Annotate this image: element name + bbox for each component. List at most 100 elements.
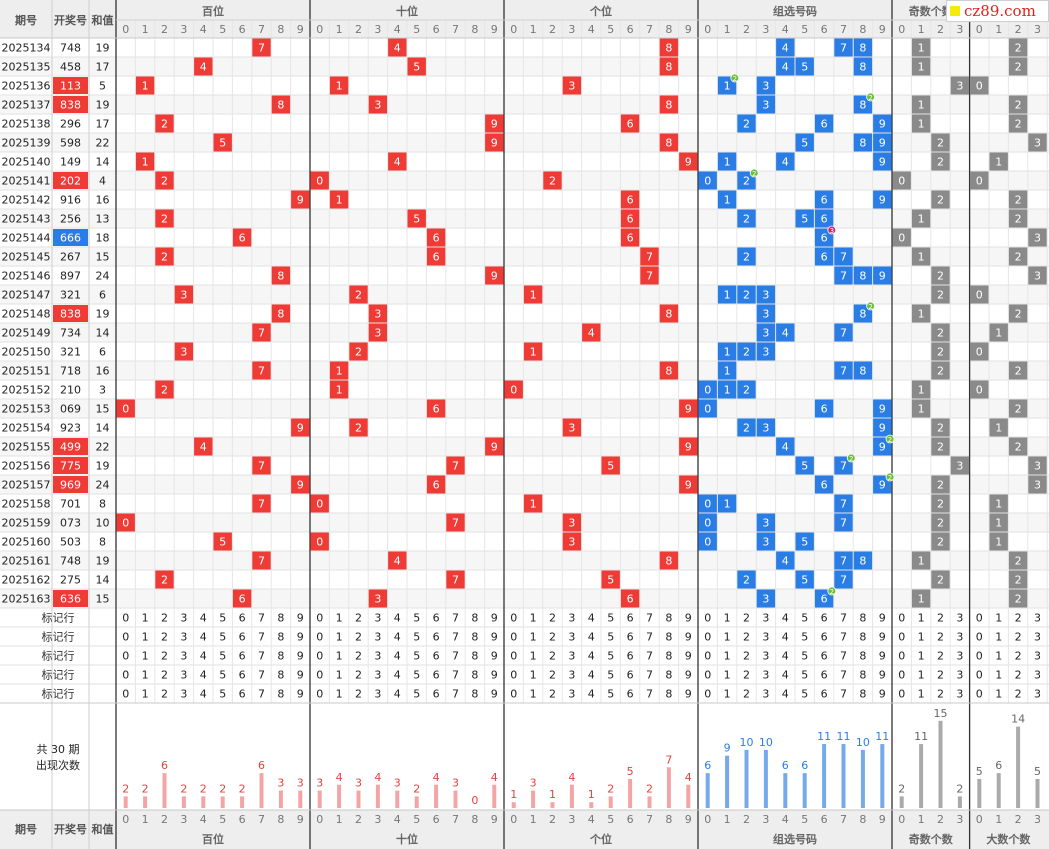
repeat-badge [749, 168, 759, 178]
digit-ball-red [640, 266, 659, 285]
big-count-cell [989, 513, 1008, 532]
marker-digit: 8 [859, 631, 866, 644]
group-title: 个位 [589, 4, 612, 18]
marker-digit: 0 [704, 688, 711, 701]
number-cell: 701 [60, 498, 81, 511]
digit-ball-label: 0 [122, 517, 129, 530]
digit-ball-label: 7 [646, 270, 653, 283]
digit-ball-label: 9 [297, 194, 304, 207]
odd-count-cell [931, 190, 950, 209]
row-bg [0, 475, 1049, 494]
marker-digit: 4 [782, 612, 789, 625]
group-ball-blue [873, 266, 892, 285]
marker-digit: 2 [161, 631, 168, 644]
count-label: 2 [937, 479, 944, 492]
stat-value: 6 [704, 759, 711, 772]
marker-digit: 1 [336, 650, 343, 663]
marker-digit: 3 [1034, 612, 1041, 625]
repeat-badge-label: 2 [830, 588, 834, 596]
marker-digit: 7 [452, 669, 459, 682]
group-ball-blue [834, 323, 853, 342]
digit-ball-label: 8 [665, 555, 672, 568]
digit-ball-label: 7 [258, 365, 265, 378]
marker-digit: 0 [122, 612, 129, 625]
digit-ball-label: 9 [491, 270, 498, 283]
watermark-logo: cz89.com [946, 0, 1049, 22]
marker-digit: 8 [665, 612, 672, 625]
group-ball-label: 4 [782, 555, 789, 568]
count-label: 1 [995, 422, 1002, 435]
digit-ball-red [562, 76, 582, 95]
marker-digit: 8 [859, 688, 866, 701]
digit-ball-label: 4 [200, 441, 207, 454]
marker-digit: 3 [568, 631, 575, 644]
marker-digit: 4 [394, 688, 401, 701]
digit-ball-red [116, 399, 135, 418]
digit-footer: 9 [879, 813, 886, 826]
count-label: 2 [937, 441, 944, 454]
period-cell: 2025136 [2, 80, 51, 93]
group-ball-label: 1 [724, 80, 731, 93]
group-ball-label: 2 [743, 289, 750, 302]
digit-header: 4 [782, 23, 789, 36]
marker-digit: 0 [898, 612, 905, 625]
digit-footer: 6 [821, 813, 828, 826]
sum-cell: 17 [96, 118, 110, 131]
group-ball-label: 9 [879, 270, 886, 283]
digit-ball-label: 1 [336, 384, 343, 397]
stat-bar [531, 790, 536, 808]
big-count-cell [989, 532, 1008, 551]
footer-number: 开奖号 [54, 822, 87, 836]
marker-digit: 4 [782, 650, 789, 663]
big-count-cell [1008, 361, 1028, 380]
marker-digit: 6 [627, 650, 634, 663]
group-ball-blue [717, 361, 737, 380]
marker-digit: 4 [782, 688, 789, 701]
digit-ball-red [679, 475, 698, 494]
digit-ball-red [659, 551, 679, 570]
group-ball-blue [756, 589, 776, 608]
digit-ball-red [523, 342, 543, 361]
marker-digit: 0 [122, 631, 129, 644]
digit-ball-red [446, 513, 465, 532]
count-label: 0 [898, 175, 905, 188]
marker-digit: 7 [452, 688, 459, 701]
repeat-badge-label: 2 [733, 75, 737, 83]
marker-digit: 3 [180, 688, 187, 701]
sum-cell: 24 [96, 479, 110, 492]
big-count-cell [989, 418, 1008, 437]
group-ball-blue [853, 266, 873, 285]
group-ball-label: 6 [821, 479, 828, 492]
stat-value: 6 [782, 759, 789, 772]
marker-digit: 7 [646, 669, 653, 682]
count-label: 2 [937, 327, 944, 340]
marker-digit: 1 [995, 650, 1002, 663]
digit-footer: 9 [297, 813, 304, 826]
group-ball-blue [776, 437, 795, 456]
count-label: 2 [1015, 118, 1022, 131]
digit-ball-red [155, 171, 174, 190]
digit-ball-label: 7 [452, 574, 459, 587]
sum-cell: 22 [96, 137, 110, 150]
group-ball-label: 1 [724, 194, 731, 207]
marker-digit: 9 [297, 631, 304, 644]
number-cell: 636 [60, 593, 81, 606]
digit-ball-label: 1 [142, 156, 149, 169]
group-ball-label: 0 [704, 403, 711, 416]
digit-ball-red [291, 418, 310, 437]
marker-digit: 6 [433, 669, 440, 682]
digit-header: 9 [297, 23, 304, 36]
count-label: 3 [1034, 232, 1041, 245]
digit-ball-label: 4 [588, 327, 595, 340]
count-label: 3 [1034, 479, 1041, 492]
marker-digit: 8 [471, 669, 478, 682]
group-ball-label: 1 [724, 346, 731, 359]
count-label: 2 [1015, 61, 1022, 74]
group-ball-label: 1 [724, 384, 731, 397]
period-cell: 2025153 [2, 403, 51, 416]
digit-footer: 4 [588, 813, 595, 826]
marker-digit: 6 [821, 669, 828, 682]
digit-ball-red [174, 285, 194, 304]
number-cell: 897 [60, 270, 81, 283]
group-ball-blue [834, 247, 853, 266]
